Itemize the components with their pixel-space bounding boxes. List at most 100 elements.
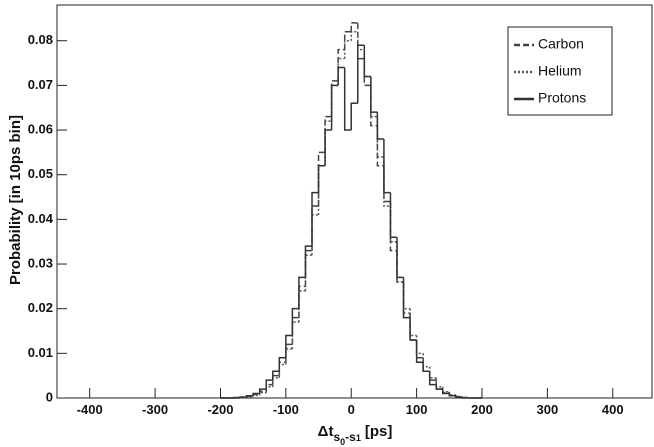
histogram-step [252, 394, 260, 397]
histogram-step [350, 31, 358, 41]
histogram-step [317, 165, 326, 193]
y-tick-label: 0.05 [28, 166, 53, 181]
histogram-step [357, 31, 365, 51]
histogram-step [285, 343, 293, 363]
histogram-step [330, 84, 339, 122]
histogram-step [370, 85, 378, 127]
histogram-step [370, 76, 378, 118]
histogram-step [272, 377, 280, 387]
histogram-step [291, 321, 299, 349]
histogram-step [422, 362, 430, 372]
histogram-step [448, 391, 456, 396]
histogram-step [304, 249, 312, 287]
histogram-step [285, 334, 293, 358]
y-axis-label: Probability [in 10ps bin] [7, 115, 24, 285]
legend-label: Carbon [538, 36, 584, 52]
histogram-step [383, 156, 391, 207]
x-tick-label: -400 [77, 402, 103, 417]
histogram-step [376, 112, 384, 140]
histogram-step [285, 348, 293, 365]
y-tick-label: 0.04 [28, 211, 54, 226]
histogram-step [278, 363, 286, 378]
histogram-step [357, 22, 365, 60]
histogram-step [363, 45, 371, 78]
histogram-step [409, 308, 417, 337]
histogram-step [337, 66, 345, 86]
histogram-step [448, 393, 456, 397]
histogram-step [330, 84, 339, 131]
histogram-step [350, 22, 358, 32]
legend-box [507, 26, 613, 116]
histogram-step [265, 386, 273, 393]
histogram-step [435, 384, 443, 390]
histogram-step [272, 374, 280, 385]
histogram-step [396, 241, 404, 283]
histogram-step [337, 57, 345, 86]
histogram-step [428, 371, 437, 386]
y-tick-label: 0.07 [28, 77, 53, 92]
histogram-step [239, 396, 247, 398]
x-tick-label: -300 [142, 402, 168, 417]
y-tick-label: 0.08 [28, 32, 53, 47]
histogram-step [343, 39, 352, 59]
histogram-step [415, 339, 424, 364]
histogram-step [435, 380, 443, 390]
histogram-step [428, 366, 437, 379]
x-axis-label-part: -s [345, 430, 356, 444]
histogram-step [370, 76, 378, 113]
legend-label: Protons [538, 90, 586, 106]
histogram-step [389, 192, 397, 238]
histogram-step [461, 397, 469, 399]
histogram-step [343, 67, 352, 131]
plot-frame [56, 4, 653, 399]
histogram-step [376, 125, 384, 167]
histogram-step [245, 395, 254, 398]
histogram-step [317, 165, 326, 215]
histogram-step [298, 290, 306, 323]
x-tick-label: 300 [537, 402, 559, 417]
histogram-step [317, 151, 326, 206]
x-tick-label: 100 [406, 402, 428, 417]
y-tick-label: 0.06 [28, 121, 53, 136]
histogram-step [435, 377, 443, 388]
y-tick-label: 0 [46, 389, 53, 404]
x-tick-label: 400 [602, 402, 624, 417]
histogram-step [428, 371, 437, 381]
histogram-step [304, 254, 312, 291]
histogram-step [252, 392, 260, 396]
histogram-step [258, 388, 267, 394]
histogram-step [383, 138, 391, 194]
histogram-step [415, 335, 424, 355]
histogram-step [376, 116, 384, 158]
x-axis-label-part: [ps] [365, 423, 393, 440]
histogram-step [311, 205, 319, 251]
histogram-step [442, 389, 450, 395]
histogram-step [363, 49, 371, 78]
histogram-step [272, 370, 280, 381]
histogram-step [363, 58, 371, 87]
y-tick-label: 0.03 [28, 255, 53, 270]
histogram-step [291, 307, 299, 336]
histogram-step [265, 383, 273, 392]
histogram-step [258, 391, 267, 396]
y-tick-label: 0.02 [28, 300, 53, 315]
histogram-step [402, 281, 411, 310]
histogram-step [357, 44, 365, 104]
x-axis-label-part: 0 [340, 437, 345, 447]
histogram-step [402, 277, 411, 319]
histogram-step [330, 80, 339, 117]
histogram-step [324, 120, 332, 166]
histogram-step [324, 115, 332, 153]
x-axis-label-part: 1 [356, 433, 361, 443]
histogram-step [389, 205, 397, 243]
histogram-step [455, 395, 463, 398]
x-tick-label: -200 [207, 402, 233, 417]
x-tick-label: -100 [273, 402, 299, 417]
histogram-step [409, 317, 417, 341]
x-tick-label: 0 [348, 402, 355, 417]
histogram-step [245, 395, 254, 398]
histogram-step [396, 237, 404, 279]
legend-label: Helium [538, 63, 582, 79]
histogram-step [442, 386, 450, 393]
histogram-step [278, 357, 286, 372]
